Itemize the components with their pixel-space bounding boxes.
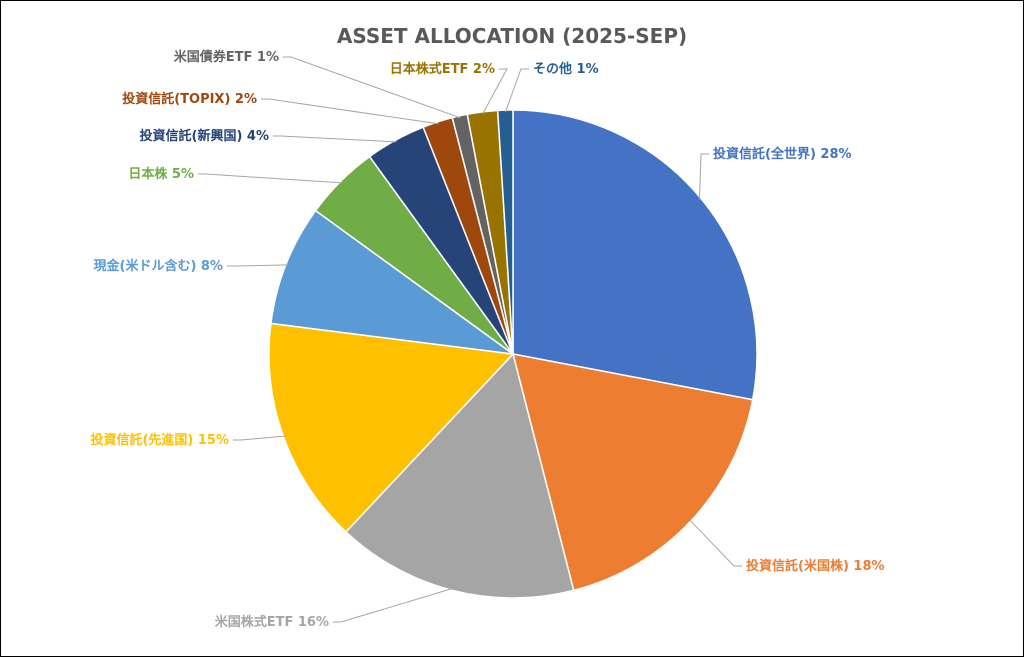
data-label: 投資信託(新興国) 4% bbox=[140, 128, 269, 144]
data-label: 投資信託(TOPIX) 2% bbox=[122, 91, 257, 107]
pie-slice bbox=[344, 352, 575, 599]
leader-line bbox=[198, 173, 342, 184]
leader-line bbox=[689, 519, 742, 567]
data-label: その他 1% bbox=[533, 61, 599, 77]
data-label: 米国株式ETF 16% bbox=[215, 614, 329, 630]
pie-slice bbox=[270, 209, 514, 355]
leader-line bbox=[504, 68, 529, 113]
pie-slice bbox=[496, 109, 514, 355]
leader-line bbox=[333, 587, 453, 623]
leader-line bbox=[261, 98, 439, 125]
data-label: 米国債券ETF 1% bbox=[174, 49, 279, 65]
leader-line bbox=[699, 153, 709, 200]
data-label: 日本株 5% bbox=[128, 166, 194, 182]
leader-line bbox=[233, 435, 286, 441]
data-label: 投資信託(全世界) 28% bbox=[713, 146, 852, 162]
leader-line bbox=[227, 264, 289, 267]
data-label: 現金(米ドル含む) 8% bbox=[94, 258, 223, 274]
pie-slice bbox=[512, 109, 758, 401]
data-label: 日本株式ETF 2% bbox=[390, 61, 495, 77]
leader-line bbox=[283, 56, 461, 119]
leader-line bbox=[482, 68, 508, 115]
data-label: 投資信託(先進国) 15% bbox=[90, 432, 229, 448]
chart-title: ASSET ALLOCATION (2025-SEP) bbox=[337, 24, 687, 48]
data-labels: 投資信託(全世界) 28% 投資信託(米国株) 18% 米国株式ETF 16% 投資信… bbox=[90, 49, 884, 630]
leader-lines bbox=[198, 56, 742, 623]
pie-slices bbox=[268, 109, 758, 599]
data-label: 投資信託(米国株) 18% bbox=[746, 558, 885, 574]
leader-line bbox=[273, 135, 397, 143]
